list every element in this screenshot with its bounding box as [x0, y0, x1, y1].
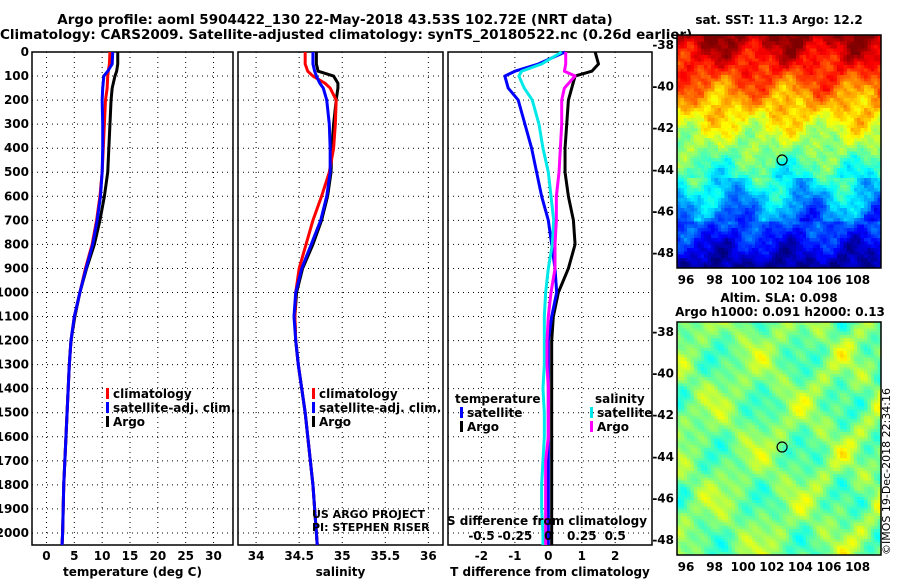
- legend-swatch: [312, 416, 315, 427]
- y-tick-label: 1100: [0, 310, 29, 324]
- x-tick-label: 34: [248, 549, 265, 563]
- x-tick-label: 1: [578, 549, 586, 563]
- y-tick-label: 0: [21, 45, 29, 59]
- legend-swatch: [312, 402, 315, 413]
- y-tick-label: 400: [4, 141, 29, 155]
- legend-swatch: [460, 421, 463, 432]
- x-tick-label: 34.5: [284, 549, 314, 563]
- legend-label: climatology: [319, 387, 398, 401]
- plot-frame: [238, 52, 443, 545]
- legend-swatch: [106, 416, 109, 427]
- y-tick-label: 1600: [0, 430, 29, 444]
- legend-swatch: [590, 407, 593, 418]
- x-tick-label: 5: [70, 549, 78, 563]
- y-tick-label: 2000: [0, 526, 29, 540]
- s-axis-label: S difference from climatology: [447, 514, 647, 528]
- panel-0: 0100200300400500600700800900100011001200…: [0, 45, 235, 579]
- s-tick-label: 0.25: [567, 529, 597, 543]
- x-tick-label: -2: [475, 549, 488, 563]
- y-tick-label: 1200: [0, 334, 29, 348]
- y-tick-label: 1000: [0, 285, 29, 299]
- y-tick-label: 700: [4, 213, 29, 227]
- legend-swatch: [312, 388, 315, 399]
- s-tick-label: -0.25: [498, 529, 533, 543]
- x-tick-label: 35: [334, 549, 351, 563]
- sla-map-title-line2: Argo h1000: 0.091 h2000: 0.13: [660, 305, 900, 319]
- x-axis-label: temperature (deg C): [63, 565, 202, 579]
- credit-pi: PI: STEPHEN RISER: [312, 521, 430, 534]
- legend-label: Argo: [319, 415, 351, 429]
- y-tick-label: 1400: [0, 382, 29, 396]
- x-tick-label: 0: [42, 549, 50, 563]
- y-tick-label: 100: [4, 69, 29, 83]
- x-tick-label: 35.5: [370, 549, 400, 563]
- legend-title-salinity: salinity: [595, 392, 645, 406]
- y-tick-label: 500: [4, 165, 29, 179]
- y-tick-label: 1900: [0, 502, 29, 516]
- x-tick-label: 0: [544, 549, 552, 563]
- y-tick-label: 600: [4, 189, 29, 203]
- legend-label: Argo: [113, 415, 145, 429]
- legend-swatch: [460, 407, 463, 418]
- sst-map-title: sat. SST: 11.3 Argo: 12.2: [677, 13, 881, 27]
- imos-credit: ©IMOS 19-Dec-2018 22:34:16: [880, 388, 893, 555]
- x-tick-label: 30: [205, 549, 222, 563]
- y-tick-label: 300: [4, 117, 29, 131]
- legend-swatch: [590, 421, 593, 432]
- s-tick-label: 0.5: [605, 529, 626, 543]
- legend-label: climatology: [113, 387, 192, 401]
- legend-label: satellite: [597, 406, 652, 420]
- sla-map-title-line1: Altim. SLA: 0.098: [677, 291, 881, 305]
- legend-label: Argo: [467, 420, 499, 434]
- legend-label: satellite-adj. clim.: [319, 401, 441, 415]
- legend-swatch: [106, 402, 109, 413]
- legend-label: satellite-adj. clim.: [113, 401, 235, 415]
- plot-frame: [32, 52, 233, 545]
- sst-map: [677, 35, 881, 268]
- x-tick-label: 25: [177, 549, 194, 563]
- y-tick-label: 1300: [0, 358, 29, 372]
- x-tick-label: 2: [611, 549, 619, 563]
- legend-label: satellite: [467, 406, 522, 420]
- y-tick-label: 1800: [0, 478, 29, 492]
- legend-swatch: [106, 388, 109, 399]
- s-tick-label: 0: [544, 529, 552, 543]
- y-tick-label: 200: [4, 93, 29, 107]
- x-axis-label: salinity: [316, 565, 366, 579]
- x-tick-label: 15: [122, 549, 139, 563]
- s-tick-label: -0.5: [468, 529, 494, 543]
- y-tick-label: 1700: [0, 454, 29, 468]
- y-tick-label: 1500: [0, 406, 29, 420]
- y-tick-label: 800: [4, 237, 29, 251]
- y-tick-label: 900: [4, 261, 29, 275]
- credit-project: US ARGO PROJECT: [312, 508, 425, 521]
- legend-title-temperature: temperature: [455, 392, 540, 406]
- legend-label: Argo: [597, 420, 629, 434]
- x-tick-label: 20: [149, 549, 166, 563]
- x-tick-label: 36: [420, 549, 437, 563]
- x-tick-label: 10: [94, 549, 111, 563]
- sla-map: [677, 322, 881, 555]
- panel-2: -2 -1 0 1 2 T difference from climatology temp…: [447, 52, 652, 579]
- x-tick-label: -1: [508, 549, 521, 563]
- x-axis-label: T difference from climatology: [450, 565, 650, 579]
- panel-1: 34 34.5 35 35.5 36 salinity climatologysatelli…: [238, 52, 443, 579]
